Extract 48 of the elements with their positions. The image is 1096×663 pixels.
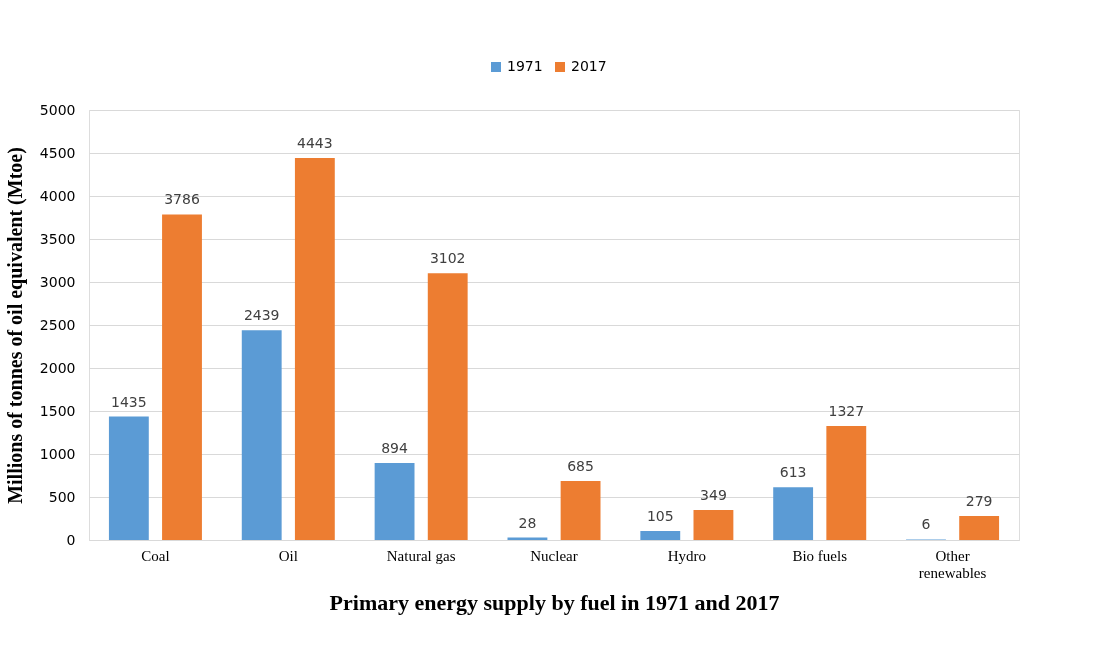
- y-tick-label: 2000: [39, 359, 76, 376]
- y-tick-label: 3000: [39, 273, 76, 290]
- x-tick-label: Nuclear: [530, 547, 578, 564]
- data-label: 349: [700, 486, 727, 503]
- y-tick-label: 3500: [39, 230, 76, 247]
- data-label: 2439: [243, 307, 280, 324]
- data-label: 1435: [111, 393, 147, 410]
- x-tick-label: Oil: [278, 547, 298, 564]
- x-axis-title: Primary energy supply by fuel in 1971 and 2017: [329, 589, 780, 615]
- data-label: 685: [567, 458, 594, 475]
- y-tick-label: 4500: [39, 144, 76, 161]
- legend-label: 1971: [507, 58, 543, 74]
- bar: [241, 330, 282, 540]
- x-tick-label: Coal: [141, 547, 170, 564]
- data-label: 28: [518, 514, 537, 531]
- bar: [640, 530, 681, 540]
- data-label: 4443: [297, 134, 333, 151]
- y-tick-label: 1500: [39, 402, 76, 419]
- y-axis-title: Millions of tonnes of oil equivalent (Mtoe): [3, 147, 27, 504]
- bar: [374, 463, 415, 540]
- x-tick-label: Natural gas: [386, 547, 456, 564]
- data-label: 3102: [429, 250, 466, 267]
- bar: [959, 516, 1000, 540]
- data-label: 613: [779, 464, 807, 481]
- y-tick-label: 5000: [39, 101, 76, 118]
- bar: [162, 214, 202, 540]
- data-label: 279: [965, 493, 993, 510]
- y-tick-label: 0: [66, 531, 76, 548]
- data-label: 894: [381, 440, 409, 457]
- x-tick-label: Bio fuels: [792, 547, 848, 564]
- data-label: 6: [921, 516, 931, 533]
- bar: [826, 425, 867, 540]
- bar: [427, 273, 468, 540]
- bar: [773, 487, 814, 540]
- y-tick-label: 500: [48, 488, 76, 505]
- x-tick-label: Hydro: [667, 547, 707, 564]
- x-tick-label: Other renewables: [918, 547, 987, 581]
- data-label: 3786: [164, 191, 200, 208]
- y-tick-label: 2500: [39, 316, 76, 333]
- bar: [294, 157, 335, 540]
- bar: [693, 509, 734, 540]
- y-tick-label: 1000: [39, 445, 76, 462]
- bar: [108, 416, 149, 540]
- data-label: 1327: [828, 402, 865, 419]
- data-label: 105: [646, 507, 674, 524]
- y-tick-label: 4000: [39, 187, 76, 204]
- legend-label: 2017: [571, 58, 607, 74]
- bar: [560, 481, 601, 540]
